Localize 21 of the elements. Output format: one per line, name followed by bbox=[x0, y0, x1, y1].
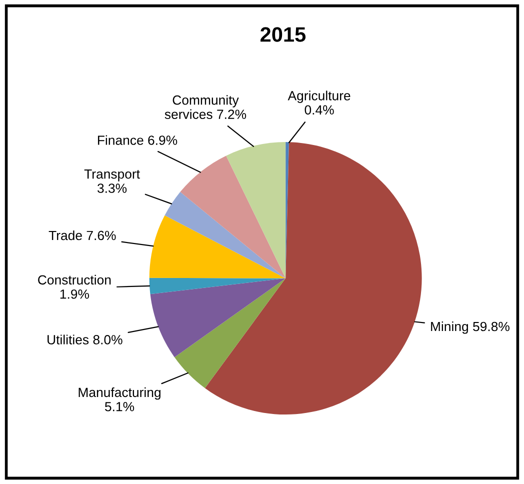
slice-label: Community services 7.2% bbox=[164, 95, 246, 119]
pie-slice bbox=[204, 142, 422, 415]
data-label: 5.1% bbox=[104, 402, 134, 412]
pie-slice bbox=[174, 278, 286, 388]
pie-slice bbox=[180, 156, 286, 278]
pie-slice bbox=[150, 278, 286, 358]
slice-label: Mining 59.8% bbox=[431, 321, 510, 334]
chart-title: 2015 bbox=[260, 27, 306, 42]
pie-slice bbox=[164, 192, 286, 278]
slice-label: Finance 6.9% bbox=[98, 135, 178, 145]
slice-label: Manufacturing bbox=[78, 387, 160, 400]
slice-label: Agriculture bbox=[288, 90, 350, 103]
slice-label: Transport bbox=[84, 170, 140, 182]
slice-label: Construction bbox=[38, 274, 111, 285]
slice-label: Trade 7.6% bbox=[48, 230, 116, 240]
slice-label: Utilities 8.0% bbox=[48, 334, 122, 344]
pie-slice bbox=[226, 142, 286, 278]
data-label: 0.4% bbox=[304, 105, 334, 115]
data-label: 3.3% bbox=[98, 184, 127, 193]
pie-slice bbox=[149, 215, 286, 278]
data-label: 1.9% bbox=[60, 289, 90, 299]
